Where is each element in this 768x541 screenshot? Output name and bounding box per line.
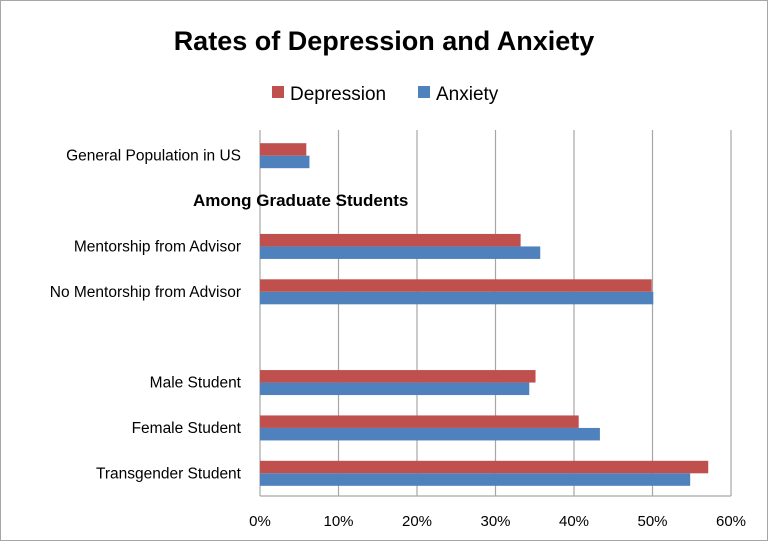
bar-depression [260,233,521,247]
category-label: Male Student [150,375,242,392]
category-label: Mentorship from Advisor [74,238,241,255]
bar-anxiety [260,473,691,486]
bar-depression [260,143,307,156]
x-tick-label: 0% [249,513,271,530]
x-tick-label: 40% [559,513,589,530]
x-tick-label: 50% [637,513,667,530]
category-label: General Population in US [66,148,241,165]
legend-swatch-anxiety [418,86,430,98]
bar-depression [260,279,652,292]
bar-anxiety [260,427,600,441]
legend-swatch-depression [272,86,284,98]
bar-depression [260,370,536,383]
bar-anxiety [260,291,654,305]
category-heading: Among Graduate Students [193,191,408,210]
bar-anxiety [260,382,530,396]
bar-depression [260,460,709,474]
category-label: Transgender Student [96,465,242,482]
x-tick-label: 10% [323,513,353,530]
bar-anxiety [260,155,310,169]
legend-label-depression: Depression [290,84,386,105]
legend-label-anxiety: Anxiety [436,84,499,105]
chart-title: Rates of Depression and Anxiety [174,26,595,56]
bar-anxiety [260,246,541,259]
x-tick-label: 30% [480,513,510,530]
x-tick-label: 20% [402,513,432,530]
bar-depression [260,415,579,428]
x-tick-label: 60% [716,513,746,530]
category-label: Female Student [132,420,242,437]
category-label: No Mentorship from Advisor [50,284,241,301]
